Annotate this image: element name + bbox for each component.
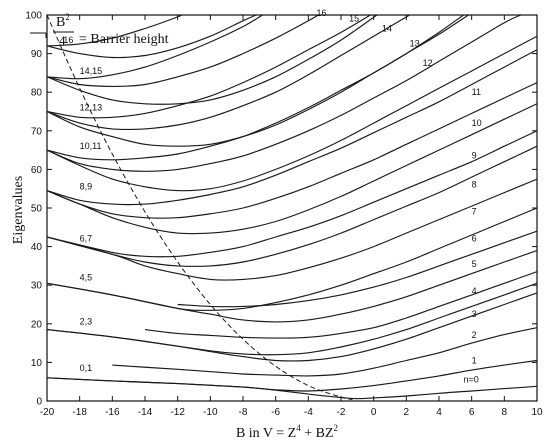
- curve-label: 10,11: [80, 141, 102, 151]
- curve-label: n=0: [464, 375, 479, 385]
- curve-label: 13: [410, 39, 420, 49]
- y-axis-title: Eigenvalues: [11, 176, 26, 244]
- y-tick-label: 100: [25, 11, 42, 22]
- curve-label: 7: [472, 207, 477, 217]
- y-tick-label: 70: [31, 126, 43, 137]
- x-tick-label: -6: [271, 407, 280, 418]
- eigenvalue-curve-line: [144, 271, 537, 339]
- curve-label: 0,1: [80, 363, 93, 373]
- curve-label: 14,15: [80, 66, 103, 76]
- x-tick-label: -16: [105, 407, 120, 418]
- x-tick-label: -10: [203, 407, 218, 418]
- eigenvalue-curve-line: [47, 49, 537, 206]
- curve-label: 1: [472, 355, 477, 365]
- curve-label: 12,13: [80, 102, 103, 112]
- curve-label: 16: [317, 8, 327, 18]
- y-tick-label: 80: [31, 88, 43, 99]
- eigenvalue-curve-line: [47, 15, 182, 47]
- curve-label: 14: [382, 23, 392, 33]
- eigenvalue-curves: [47, 15, 537, 400]
- y-tick-label: 20: [31, 319, 43, 330]
- x-tick-label: 8: [502, 407, 508, 418]
- eigenvalue-curve-line: [112, 327, 537, 377]
- eigenvalue-curve-line: [47, 207, 537, 311]
- x-axis-title: B in V = Z4 + BZ2: [236, 423, 338, 441]
- eigenvalue-curve-line: [47, 15, 257, 59]
- annotation-rhs: = Barrier height: [79, 32, 169, 47]
- curve-label: 4,5: [80, 272, 93, 282]
- curve-label: 10: [472, 118, 482, 128]
- y-tick-label: 40: [31, 242, 43, 253]
- curve-label: 2: [472, 330, 477, 340]
- eigenvalue-curve-line: [47, 82, 537, 219]
- eigenvalue-curve-line: [47, 103, 537, 235]
- y-tick-label: 50: [31, 204, 43, 215]
- x-tick-label: -14: [138, 407, 153, 418]
- x-tick-label: 0: [371, 407, 377, 418]
- curve-labels: n=0 0,1 1 2,3 2 3 4,5 4 5 6,7 6 7 8,9 8 9 10,11 10 11 12,1…: [63, 8, 481, 385]
- barrier-height-curve: [47, 15, 353, 400]
- curve-label: 16: [63, 35, 73, 45]
- curve-label: 2,3: [80, 317, 93, 327]
- y-tick-label: 30: [31, 281, 43, 292]
- x-tick-label: 2: [404, 407, 410, 418]
- curve-label: 8,9: [80, 182, 93, 192]
- eigenvalue-curve-line: [47, 15, 263, 80]
- eigenvalue-curve-line: [177, 230, 537, 308]
- annotation-denominator: 4: [59, 33, 66, 48]
- x-tick-label: 10: [531, 407, 543, 418]
- x-tick-label: -4: [304, 407, 313, 418]
- curve-label: 15: [349, 14, 359, 24]
- x-tick-label: -12: [170, 407, 185, 418]
- x-tick-label: -18: [72, 407, 87, 418]
- eigenvalue-curve-line: [47, 15, 410, 131]
- axis-ticks: -20 -18 -16 -14 -12 -10 -8 -6 -4 -2 0 2 4 6 8 100102030…: [25, 11, 543, 419]
- curve-label: 9: [472, 151, 477, 161]
- eigenvalue-curve-line: [47, 145, 537, 267]
- eigenvalue-curve-line: [47, 35, 537, 192]
- curve-label: 5: [472, 259, 477, 269]
- x-tick-label: 4: [436, 407, 442, 418]
- curve-label: 6: [472, 234, 477, 244]
- annotation-numerator: B2: [56, 12, 70, 30]
- eigenvalue-curve-line: [47, 15, 464, 147]
- barrier-dashed-line: [47, 15, 353, 400]
- curve-label: 3: [472, 309, 477, 319]
- eigenvalue-curve-line: [47, 178, 537, 281]
- eigenvalue-curve-line: [47, 249, 537, 323]
- eigenvalue-curve-line: [47, 130, 537, 258]
- eigenvalue-curve-line: [47, 282, 537, 356]
- curve-label: 11: [472, 87, 481, 97]
- curve-label: 4: [472, 286, 477, 296]
- x-tick-label: 6: [469, 407, 475, 418]
- y-tick-label: 60: [31, 165, 43, 176]
- x-tick-label: -8: [239, 407, 248, 418]
- y-tick-label: 90: [31, 49, 43, 60]
- y-tick-label: 10: [31, 358, 43, 369]
- curve-label: 6,7: [80, 234, 93, 244]
- barrier-annotation: B2 4 = Barrier height: [30, 12, 169, 48]
- eigenvalue-curve-line: [47, 15, 371, 119]
- y-tick-label: 0: [36, 397, 42, 408]
- eigenvalue-curve-line: [47, 359, 537, 392]
- curve-label: 8: [472, 180, 477, 190]
- x-tick-label: -20: [40, 407, 55, 418]
- curve-label: 12: [423, 58, 433, 68]
- eigenvalue-curve-line: [47, 15, 319, 87]
- eigenvalue-curve-line: [47, 15, 378, 105]
- x-tick-label: -2: [337, 407, 346, 418]
- eigenvalue-curve-line: [47, 15, 521, 172]
